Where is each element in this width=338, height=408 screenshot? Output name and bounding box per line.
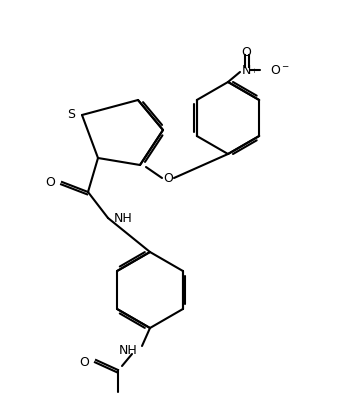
Text: $^+$: $^+$ [250,68,258,78]
Text: NH: NH [119,344,138,357]
Text: O: O [163,171,173,184]
Text: N: N [241,64,251,77]
Text: O$^-$: O$^-$ [270,64,290,77]
Text: NH: NH [114,211,133,224]
Text: O: O [45,175,55,188]
Text: O: O [241,46,251,58]
Text: O: O [79,355,89,368]
Text: S: S [67,109,75,122]
